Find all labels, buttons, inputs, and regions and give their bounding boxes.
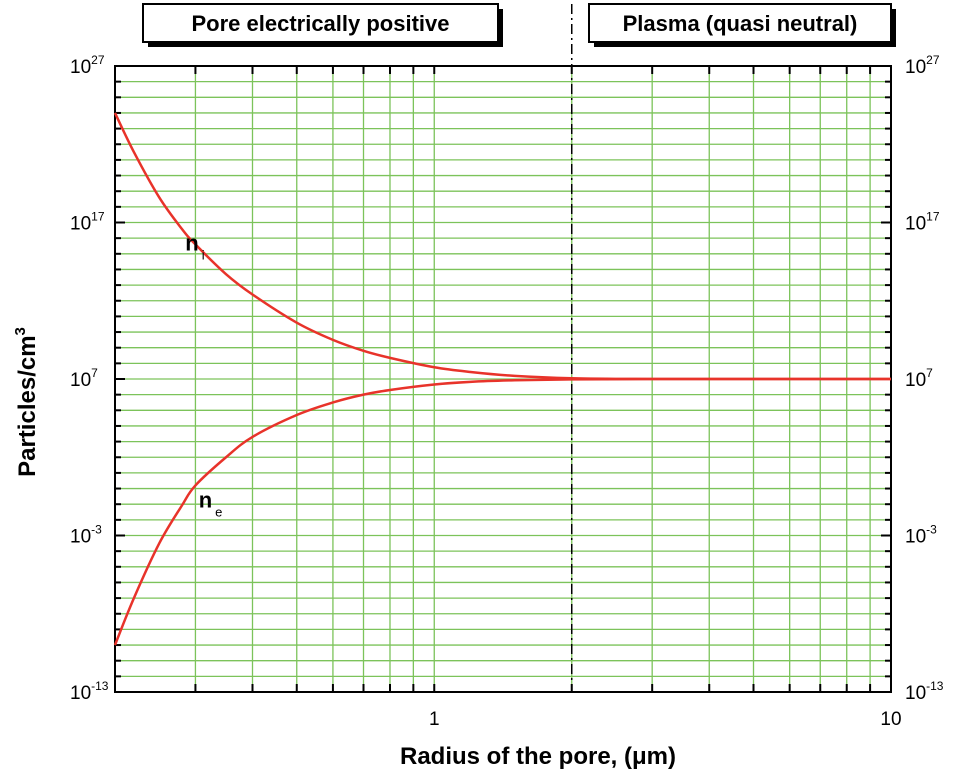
tick-label-base: 10 [905, 527, 926, 548]
tick-label-base: 10 [905, 57, 926, 78]
y-tick-label-left: 1027 [70, 53, 105, 78]
tick-label-base: 10 [905, 214, 926, 235]
y-tick-label-right: 107 [905, 366, 933, 391]
y-tick-label-left: 107 [70, 366, 98, 391]
series-label-base: n [185, 231, 198, 256]
series-label-subscript: e [215, 504, 222, 519]
tick-label-base: 10 [70, 370, 91, 391]
tick-label-exponent: -3 [926, 523, 937, 537]
tick-label-exponent: 17 [91, 210, 105, 224]
y-tick-label-right: 1027 [905, 53, 940, 78]
series-lines [113, 112, 891, 646]
svg-text:Particles/cm3: Particles/cm3 [12, 327, 41, 477]
series-line-n-e [113, 377, 891, 646]
tick-label-exponent: 27 [926, 53, 940, 67]
tick-label-base: 10 [905, 683, 926, 704]
tick-label-exponent: -13 [91, 679, 109, 693]
x-axis-title: Radius of the pore, (μm) [400, 743, 676, 770]
tick-label-base: 10 [905, 370, 926, 391]
y-tick-label-left: 1017 [70, 210, 105, 235]
region-banner-label: Pore electrically positive [191, 11, 449, 36]
tick-label-exponent: 17 [926, 210, 940, 224]
y-tick-label-right: 10-3 [905, 523, 937, 548]
x-tick-label: 10 [880, 709, 901, 730]
region-banner-box [142, 3, 499, 43]
tick-label-base: 10 [70, 527, 91, 548]
tick-label-exponent: -3 [91, 523, 102, 537]
y-axis-title-text: Particles/cm [14, 335, 41, 476]
y-tick-label-left: 10-3 [70, 523, 102, 548]
y-tick-label-right: 1017 [905, 210, 940, 235]
x-tick-label: 1 [429, 709, 440, 730]
y-tick-label-left: 10-13 [70, 679, 109, 704]
region-banner-label: Plasma (quasi neutral) [623, 11, 858, 36]
tick-label-exponent: 7 [926, 366, 933, 380]
tick-label-exponent: 7 [91, 366, 98, 380]
series-labels: n in e [185, 231, 222, 520]
tick-label-base: 10 [70, 683, 91, 704]
axis-ticks [115, 66, 891, 692]
tick-label-base: 10 [70, 214, 91, 235]
region-banner-box [588, 3, 892, 43]
tick-label-exponent: 27 [91, 53, 105, 67]
tick-label-base: 10 [70, 57, 91, 78]
y-axis-title-exponent: 3 [12, 327, 29, 335]
series-label-subscript: i [202, 248, 205, 263]
series-label-base: n [199, 487, 212, 512]
y-axis-title: Particles/cm3 [12, 327, 41, 477]
region-banners: Pore electrically positive Plasma (quasi … [142, 3, 896, 47]
y-tick-label-right: 10-13 [905, 679, 944, 704]
series-line-n-i [113, 112, 891, 381]
tick-label-exponent: -13 [926, 679, 944, 693]
